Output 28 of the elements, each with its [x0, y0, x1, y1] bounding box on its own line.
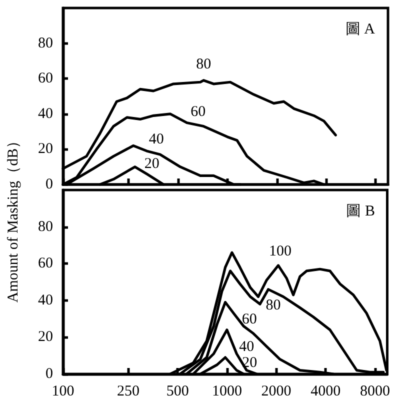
x-tick-label: 2000	[261, 384, 292, 400]
x-tick-label: 8000	[360, 384, 390, 400]
series-label: 40	[148, 132, 164, 148]
x-tick-label: 1000	[212, 384, 242, 400]
y-tick-label: 40	[38, 106, 53, 122]
x-tick-label: 4000	[310, 384, 341, 400]
series-label: 80	[196, 56, 212, 72]
series-label: 100	[269, 243, 292, 260]
y-tick-label: 60	[38, 70, 53, 87]
y-axis-title: Amount of Masking（dB）	[4, 133, 22, 303]
annotation: 圖 B	[346, 204, 376, 220]
series-label: 60	[190, 104, 206, 120]
y-tick-label: 20	[38, 141, 53, 158]
annotation: 圖 A	[345, 22, 376, 38]
y-tick-label: 0	[46, 176, 53, 192]
y-tick-label: 0	[46, 366, 53, 382]
y-tick-label: 80	[38, 218, 53, 235]
series-label: 60	[242, 312, 257, 328]
series-label: 80	[266, 297, 281, 314]
x-tick-label: 500	[166, 384, 189, 400]
series-label: 20	[144, 156, 160, 172]
series-label: 40	[239, 338, 254, 355]
x-tick-label: 100	[52, 384, 74, 400]
y-tick-label: 80	[38, 35, 53, 52]
y-tick-label: 40	[38, 292, 53, 308]
y-tick-label: 60	[38, 256, 53, 272]
y-tick-label: 20	[38, 329, 53, 346]
x-tick-label: 250	[116, 384, 140, 400]
